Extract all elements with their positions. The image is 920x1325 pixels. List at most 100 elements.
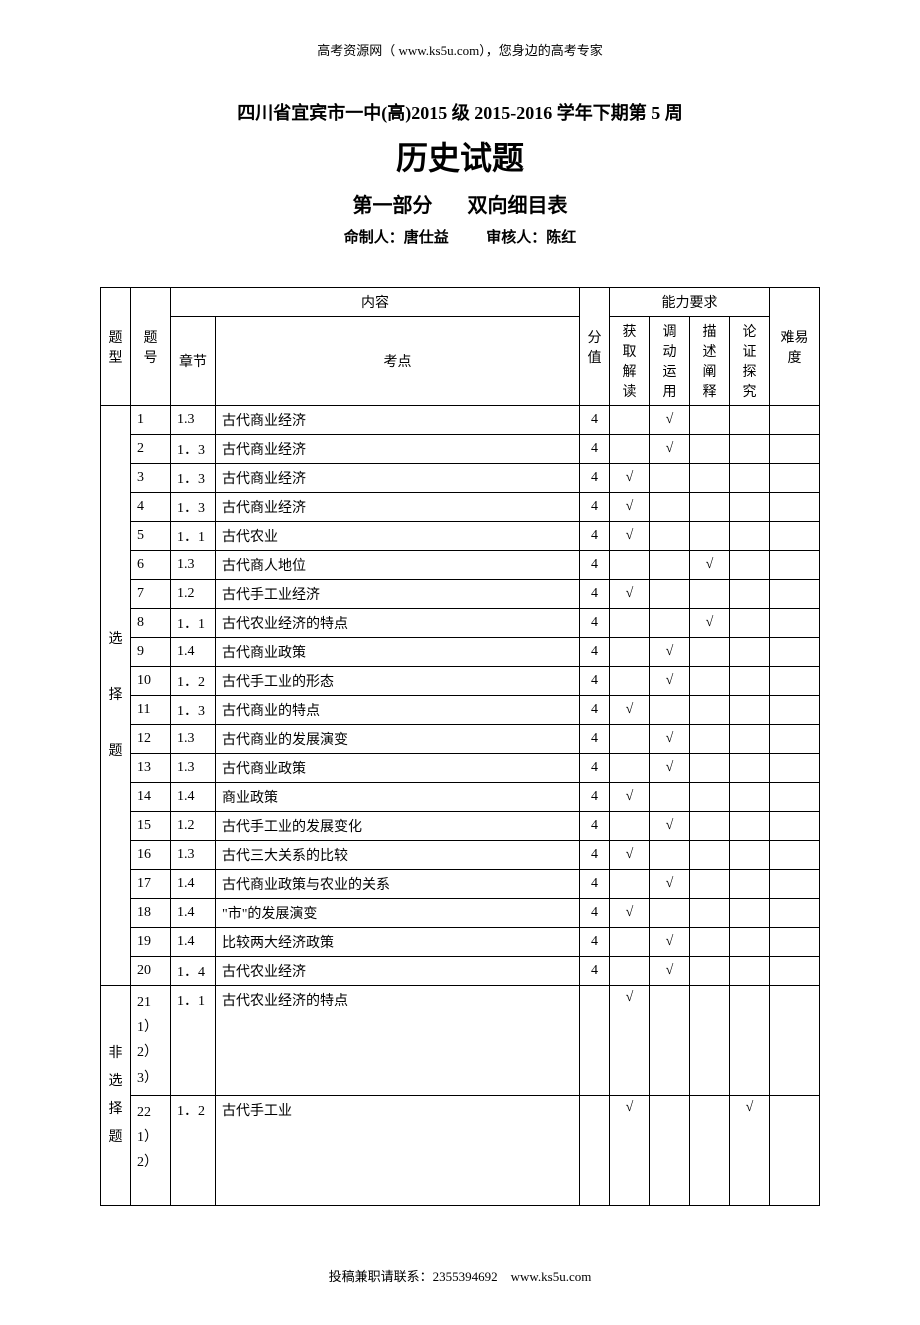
cell-skill4 <box>730 754 770 783</box>
cell-score: 4 <box>580 580 610 609</box>
cell-chapter: 1．1 <box>171 986 216 1096</box>
cell-score: 4 <box>580 783 610 812</box>
header-skill2: 调动运用 <box>650 317 690 406</box>
cell-score: 4 <box>580 493 610 522</box>
type-cell-essay: 非选择题 <box>101 986 131 1206</box>
cell-topic: 古代手工业经济 <box>216 580 580 609</box>
cell-num: 20 <box>131 957 171 986</box>
cell-topic: 古代手工业的发展变化 <box>216 812 580 841</box>
cell-chapter: 1.3 <box>171 406 216 435</box>
cell-skill4 <box>730 899 770 928</box>
cell-skill3 <box>690 899 730 928</box>
cell-skill1: √ <box>610 783 650 812</box>
cell-skill2 <box>650 580 690 609</box>
cell-skill1 <box>610 928 650 957</box>
cell-skill4 <box>730 725 770 754</box>
cell-skill1 <box>610 638 650 667</box>
cell-skill4 <box>730 667 770 696</box>
cell-skill1 <box>610 667 650 696</box>
cell-score: 4 <box>580 522 610 551</box>
cell-skill2: √ <box>650 406 690 435</box>
cell-num: 1 <box>131 406 171 435</box>
cell-skill4 <box>730 580 770 609</box>
table-row: 191.4比较两大经济政策4√ <box>101 928 820 957</box>
cell-skill2 <box>650 783 690 812</box>
cell-topic: 古代三大关系的比较 <box>216 841 580 870</box>
cell-num: 19 <box>131 928 171 957</box>
cell-diff <box>770 580 820 609</box>
table-row: 101．2古代手工业的形态4√ <box>101 667 820 696</box>
cell-skill1 <box>610 754 650 783</box>
header-content: 内容 <box>171 288 580 317</box>
cell-skill1 <box>610 609 650 638</box>
cell-diff <box>770 522 820 551</box>
cell-score: 4 <box>580 667 610 696</box>
spec-table: 题型 题号 内容 分值 能力要求 难易度 章节 考点 获取解读 调动运用 描述阐… <box>100 287 820 1206</box>
cell-skill4 <box>730 928 770 957</box>
cell-skill3 <box>690 754 730 783</box>
cell-skill2: √ <box>650 754 690 783</box>
table-row: 选择题11.3古代商业经济4√ <box>101 406 820 435</box>
cell-chapter: 1．2 <box>171 1096 216 1206</box>
cell-score <box>580 1096 610 1206</box>
cell-skill3 <box>690 957 730 986</box>
cell-num: 4 <box>131 493 171 522</box>
cell-topic: 古代农业经济 <box>216 957 580 986</box>
header-source-note: 高考资源网（ www.ks5u.com），您身边的高考专家 <box>100 40 820 59</box>
cell-skill4 <box>730 609 770 638</box>
cell-diff <box>770 986 820 1096</box>
cell-skill2: √ <box>650 638 690 667</box>
author1-label: 命制人： <box>344 230 404 246</box>
cell-num: 11 <box>131 696 171 725</box>
cell-skill2 <box>650 986 690 1096</box>
cell-topic: 古代商业经济 <box>216 493 580 522</box>
cell-chapter: 1.4 <box>171 928 216 957</box>
cell-topic: 古代手工业的形态 <box>216 667 580 696</box>
cell-skill3: √ <box>690 609 730 638</box>
cell-skill2 <box>650 1096 690 1206</box>
cell-skill2 <box>650 609 690 638</box>
cell-skill4 <box>730 406 770 435</box>
table-row: 41．3古代商业经济4√ <box>101 493 820 522</box>
cell-chapter: 1.4 <box>171 783 216 812</box>
cell-skill1 <box>610 870 650 899</box>
cell-skill1: √ <box>610 986 650 1096</box>
cell-chapter: 1．3 <box>171 696 216 725</box>
cell-skill3 <box>690 580 730 609</box>
cell-skill3 <box>690 406 730 435</box>
cell-skill2 <box>650 522 690 551</box>
cell-skill2: √ <box>650 928 690 957</box>
table-row: 非选择题211）2）3）1．1古代农业经济的特点√ <box>101 986 820 1096</box>
cell-topic: 古代商业的发展演变 <box>216 725 580 754</box>
cell-num: 13 <box>131 754 171 783</box>
cell-score: 4 <box>580 725 610 754</box>
cell-skill3: √ <box>690 551 730 580</box>
cell-topic: 古代商业政策 <box>216 638 580 667</box>
cell-chapter: 1.3 <box>171 551 216 580</box>
table-row: 161.3古代三大关系的比较4√ <box>101 841 820 870</box>
document-subtitle: 第一部分 双向细目表 <box>100 189 820 218</box>
cell-diff <box>770 812 820 841</box>
cell-topic: 商业政策 <box>216 783 580 812</box>
table-row: 81．1古代农业经济的特点4√ <box>101 609 820 638</box>
cell-skill4 <box>730 493 770 522</box>
cell-skill1 <box>610 957 650 986</box>
header-ability: 能力要求 <box>610 288 770 317</box>
authors-line: 命制人：唐仕益 审核人：陈红 <box>100 226 820 247</box>
cell-skill4 <box>730 551 770 580</box>
cell-diff <box>770 696 820 725</box>
cell-chapter: 1.4 <box>171 899 216 928</box>
cell-skill4 <box>730 522 770 551</box>
author2-name: 陈红 <box>546 230 576 246</box>
cell-skill4 <box>730 783 770 812</box>
cell-num: 17 <box>131 870 171 899</box>
cell-score: 4 <box>580 406 610 435</box>
cell-num: 211）2）3） <box>131 986 171 1096</box>
cell-chapter: 1．1 <box>171 609 216 638</box>
cell-diff <box>770 493 820 522</box>
header-score: 分值 <box>580 288 610 406</box>
cell-skill4 <box>730 638 770 667</box>
cell-diff <box>770 899 820 928</box>
cell-chapter: 1.2 <box>171 812 216 841</box>
table-header: 题型 题号 内容 分值 能力要求 难易度 章节 考点 获取解读 调动运用 描述阐… <box>101 288 820 406</box>
